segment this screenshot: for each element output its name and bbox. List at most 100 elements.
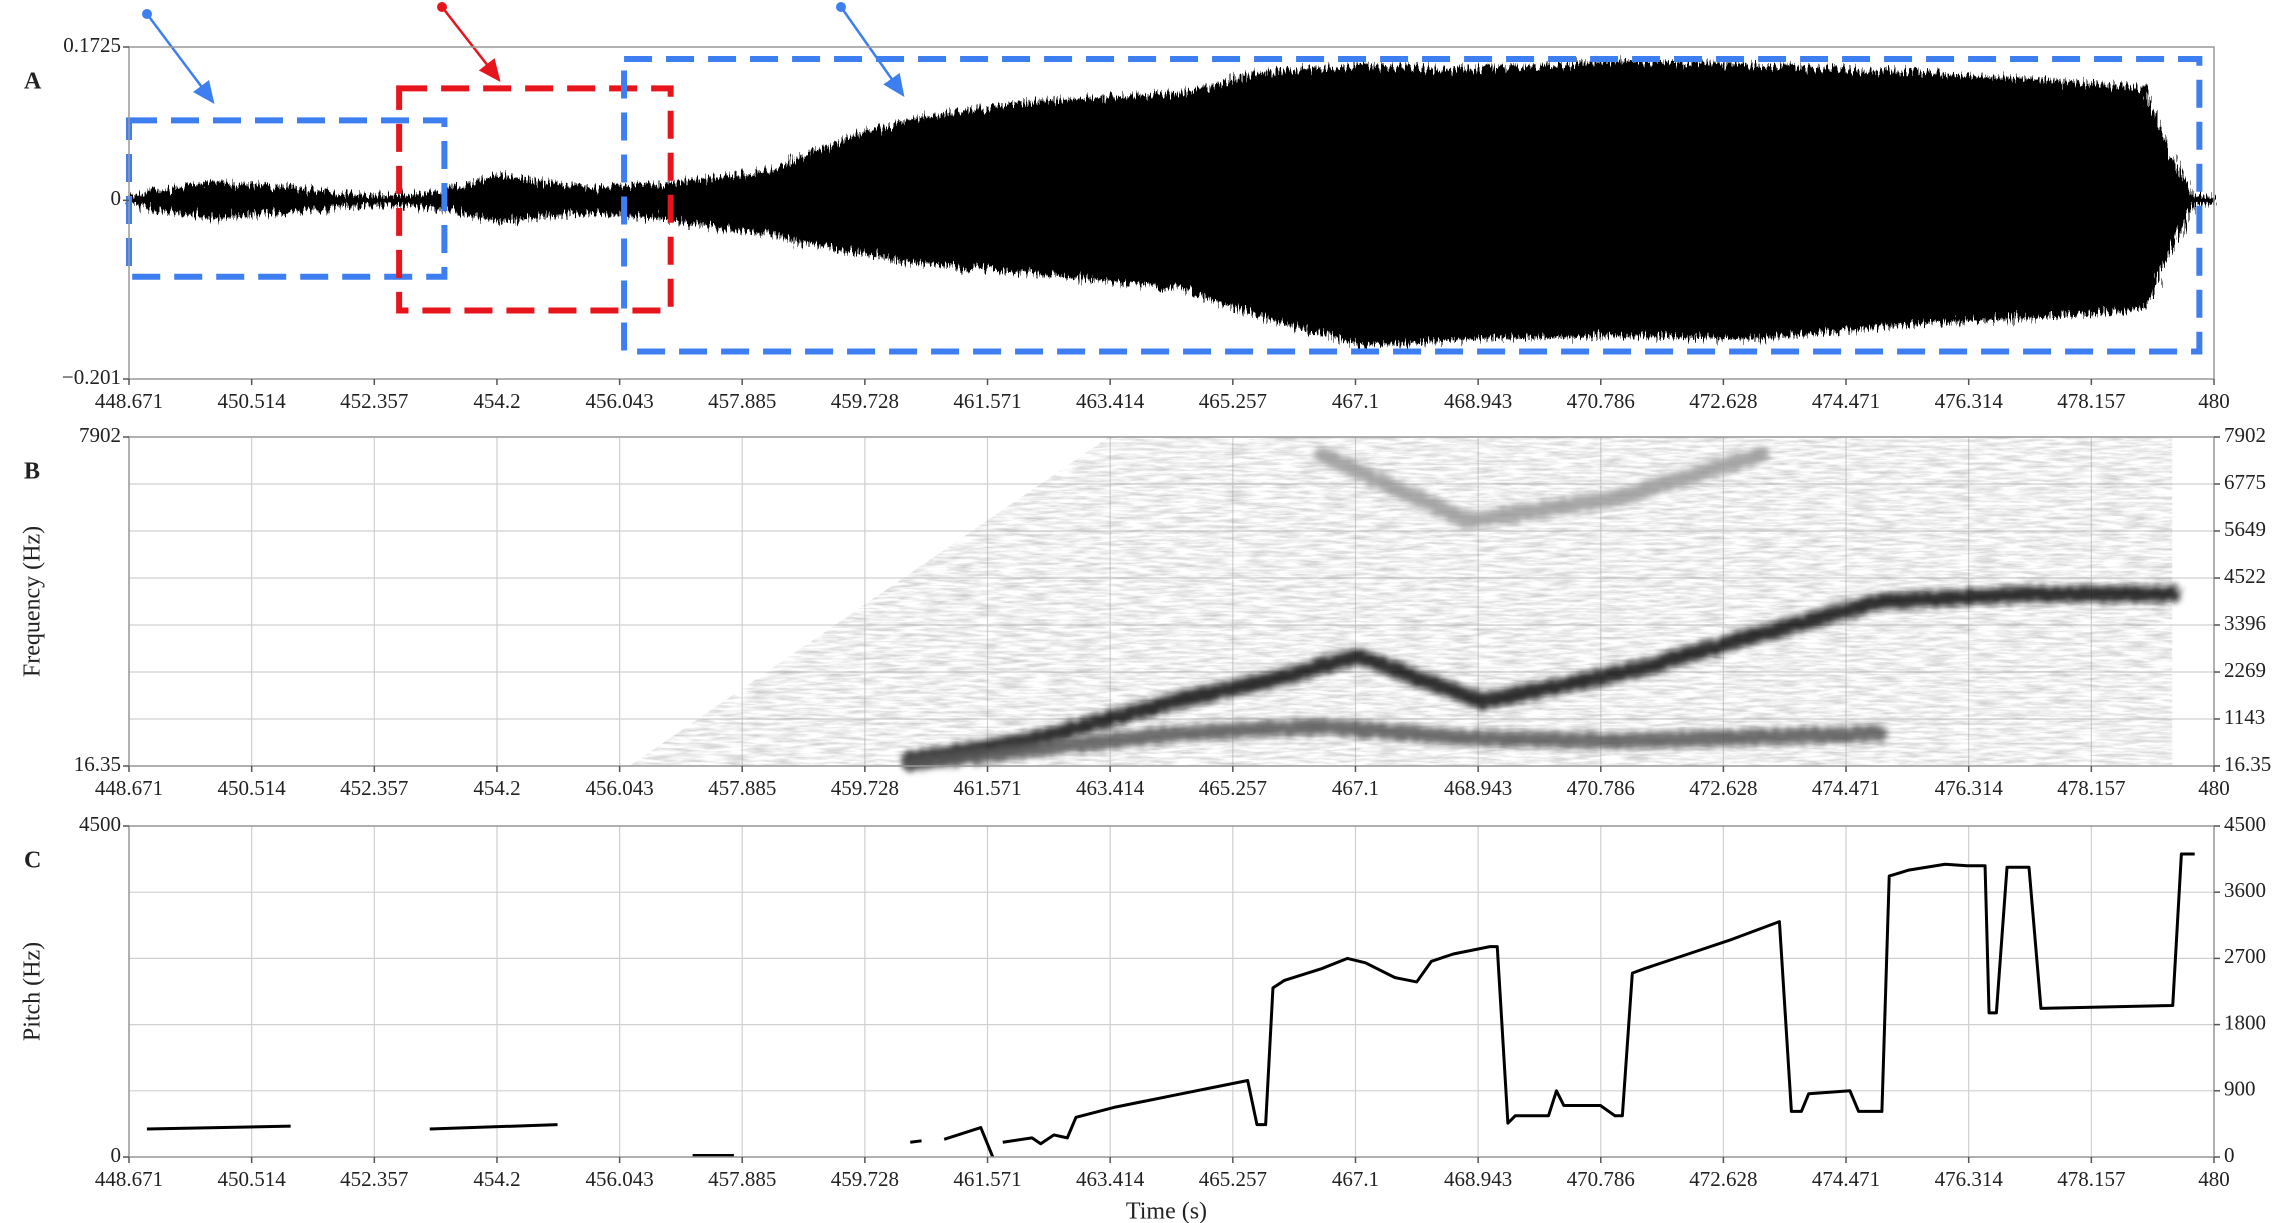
x-tick-label: 468.943 — [1444, 776, 1512, 800]
y-tick-label: 4500 — [79, 812, 121, 836]
arrow — [441, 6, 501, 82]
x-tick-label: 452.357 — [340, 389, 408, 413]
x-tick-label: 463.414 — [1076, 389, 1145, 413]
y2-tick-label: 0 — [2224, 1143, 2235, 1167]
y-tick-label: −0.201 — [62, 365, 121, 389]
highlight-box — [621, 56, 2203, 355]
y2-tick-label: 5649 — [2224, 517, 2266, 541]
y2-tick-label: 1143 — [2224, 705, 2265, 729]
x-tick-label: 463.414 — [1076, 776, 1145, 800]
x-tick-label: 454.2 — [473, 389, 520, 413]
y2-tick-label: 7902 — [2224, 423, 2266, 447]
plot-frame — [128, 436, 2215, 767]
y2-tick-label: 1800 — [2224, 1010, 2266, 1034]
highlight-box — [396, 85, 674, 314]
x-tick-label: 450.514 — [218, 1167, 287, 1191]
plot-frame — [128, 825, 2215, 1158]
x-tick-label: 459.728 — [831, 1167, 899, 1191]
y2-tick-label: 3396 — [2224, 611, 2266, 635]
y2-tick-label: 4500 — [2224, 812, 2266, 836]
y2-tick-label: 2269 — [2224, 658, 2266, 682]
x-tick-label: 457.885 — [708, 776, 776, 800]
x-tick-label: 452.357 — [340, 1167, 408, 1191]
y-tick-label: 0 — [111, 1143, 122, 1167]
x-tick-label: 480 — [2198, 1167, 2230, 1191]
y2-tick-label: 6775 — [2224, 470, 2266, 494]
x-tick-label: 456.043 — [585, 1167, 653, 1191]
x-tick-label: 454.2 — [473, 1167, 520, 1191]
spectral-track — [902, 718, 1888, 772]
pitch-line — [146, 852, 2195, 1158]
x-tick-label: 459.728 — [831, 776, 899, 800]
x-tick-label: 467.1 — [1332, 776, 1379, 800]
x-tick-label: 467.1 — [1332, 1167, 1379, 1191]
x-tick-label: 476.314 — [1935, 389, 2004, 413]
x-tick-label: 474.471 — [1812, 389, 1880, 413]
y2-tick-label: 3600 — [2224, 878, 2266, 902]
x-tick-label: 448.671 — [95, 389, 163, 413]
spectral-track — [1313, 446, 1770, 529]
spectral-track — [902, 586, 2181, 769]
plot-frame — [128, 46, 2215, 380]
x-tick-label: 457.885 — [708, 1167, 776, 1191]
x-tick-label: 463.414 — [1076, 1167, 1145, 1191]
x-tick-label: 468.943 — [1444, 389, 1512, 413]
x-tick-label: 478.157 — [2057, 776, 2125, 800]
x-tick-label: 470.786 — [1567, 389, 1635, 413]
x-tick-label: 465.257 — [1199, 1167, 1267, 1191]
panel-label: C — [24, 848, 41, 874]
x-tick-label: 450.514 — [218, 389, 287, 413]
arrows — [142, 2, 905, 104]
x-tick-label: 476.314 — [1935, 1167, 2004, 1191]
x-tick-label: 456.043 — [585, 389, 653, 413]
x-tick-label: 465.257 — [1199, 389, 1267, 413]
x-tick-label: 467.1 — [1332, 389, 1379, 413]
y2-tick-label: 16.35 — [2224, 752, 2271, 776]
x-tick-label: 465.257 — [1199, 776, 1267, 800]
y-axis-label: Pitch (Hz) — [20, 942, 46, 1041]
x-tick-label: 456.043 — [585, 776, 653, 800]
x-tick-label: 480 — [2198, 389, 2230, 413]
x-tick-label: 474.471 — [1812, 776, 1880, 800]
x-tick-label: 457.885 — [708, 389, 776, 413]
panel-label: B — [24, 459, 40, 485]
x-tick-label: 461.571 — [953, 776, 1021, 800]
x-tick-label: 472.628 — [1689, 776, 1757, 800]
y2-tick-label: 900 — [2224, 1077, 2256, 1101]
x-tick-label: 448.671 — [95, 776, 163, 800]
arrow — [146, 13, 215, 104]
x-tick-label: 468.943 — [1444, 1167, 1512, 1191]
panel-label: A — [24, 69, 42, 95]
y-tick-label: 7902 — [79, 423, 121, 447]
x-tick-label: 472.628 — [1689, 1167, 1757, 1191]
x-axis-label: Time (s) — [1126, 1199, 1207, 1223]
waveform-area — [128, 199, 2215, 347]
x-tick-label: 474.471 — [1812, 1167, 1880, 1191]
y2-tick-label: 2700 — [2224, 944, 2266, 968]
y-axis-label: Frequency (Hz) — [20, 526, 46, 677]
x-tick-label: 472.628 — [1689, 389, 1757, 413]
arrow — [839, 6, 905, 98]
x-tick-label: 478.157 — [2057, 1167, 2125, 1191]
x-tick-label: 461.571 — [953, 389, 1021, 413]
y2-tick-label: 4522 — [2224, 564, 2266, 588]
x-tick-label: 480 — [2198, 776, 2230, 800]
x-tick-label: 461.571 — [953, 1167, 1021, 1191]
waveform-area — [128, 60, 2215, 202]
x-tick-label: 452.357 — [340, 776, 408, 800]
spectral-texture — [629, 437, 2173, 766]
y-tick-label: 16.35 — [74, 752, 121, 776]
x-tick-label: 459.728 — [831, 389, 899, 413]
x-tick-label: 448.671 — [95, 1167, 163, 1191]
waveform — [128, 60, 2215, 347]
x-tick-label: 470.786 — [1567, 776, 1635, 800]
y-tick-label: 0.1725 — [63, 33, 121, 57]
x-tick-label: 450.514 — [218, 776, 287, 800]
x-tick-label: 454.2 — [473, 776, 520, 800]
x-tick-label: 470.786 — [1567, 1167, 1635, 1191]
y-tick-label: 0 — [111, 186, 122, 210]
x-tick-label: 478.157 — [2057, 389, 2125, 413]
x-tick-label: 476.314 — [1935, 776, 2004, 800]
